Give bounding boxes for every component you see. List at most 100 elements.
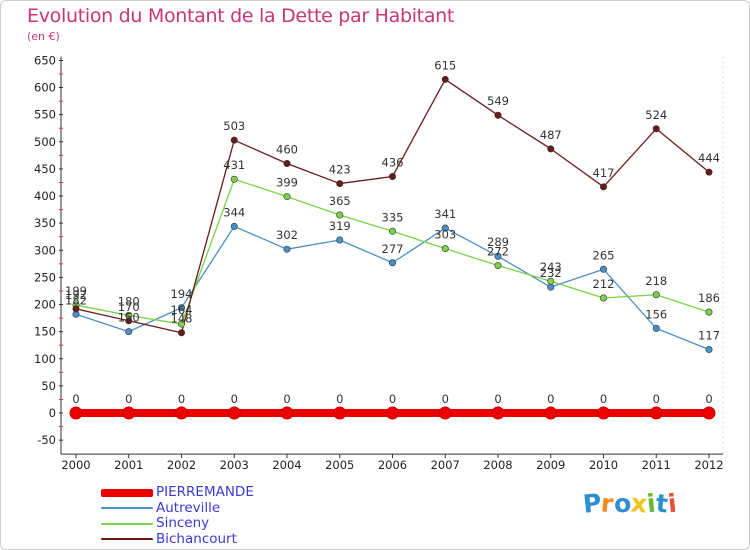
data-point [441,245,449,253]
x-tick-label: 2009 [536,458,565,472]
data-label: 549 [487,94,509,108]
tick-labels: -500501001502002503003504004505005506006… [34,53,724,472]
data-label: 0 [442,392,449,406]
x-tick-label: 2011 [642,458,671,472]
data-point [652,125,660,133]
legend-swatch [101,522,153,525]
y-tick-label: 400 [34,189,56,203]
data-label: 0 [231,392,238,406]
data-point [705,346,713,354]
data-label: 417 [593,166,615,180]
data-point [125,328,133,336]
x-tick-label: 2012 [694,458,723,472]
data-point [441,224,449,232]
data-point [491,406,505,420]
data-labels: 182 150 194 344 302 319 277 341 289 232 265 156 117 1… [65,58,720,406]
data-point [178,304,186,312]
data-point [388,227,396,235]
data-point [547,283,555,291]
x-tick-label: 2001 [114,458,143,472]
y-tick-label: 250 [34,270,56,284]
legend-swatch [101,507,153,510]
data-point [705,168,713,176]
data-point [599,265,607,273]
data-label: 0 [705,392,712,406]
x-tick-label: 2006 [378,458,407,472]
data-label: 156 [645,307,667,321]
data-label: 117 [698,329,720,343]
data-label: 0 [336,392,343,406]
data-label: 192 [65,288,87,302]
data-point [494,252,502,260]
proxiti-logo: Proxiti [582,488,678,519]
y-tick-label: 600 [34,81,56,95]
data-label: 444 [698,151,720,165]
legend-swatch [101,538,153,541]
data-label: 335 [382,210,404,224]
data-point [336,236,344,244]
data-point [227,406,241,420]
data-label: 344 [223,205,245,219]
data-label: 180 [118,294,140,308]
data-label: 0 [547,392,554,406]
legend-swatch [101,488,153,497]
data-label: 0 [600,392,607,406]
data-point [230,136,238,144]
data-point [599,183,607,191]
y-tick-label: 450 [34,162,56,176]
data-label: 289 [487,235,509,249]
data-label: 182 [65,293,87,307]
data-label: 0 [72,392,79,406]
data-point [69,406,83,420]
y-tick-label: -50 [37,433,56,447]
data-label: 365 [329,194,351,208]
data-point [283,159,291,167]
data-point [649,406,663,420]
data-label: 194 [171,287,193,301]
data-point [441,75,449,83]
y-tick-label: 150 [34,325,56,339]
data-label: 431 [223,158,245,172]
data-label: 0 [653,392,660,406]
data-label: 170 [118,300,140,314]
x-tick-label: 2008 [483,458,512,472]
data-label: 232 [540,266,562,280]
data-label: 212 [593,277,615,291]
data-point [438,406,452,420]
data-label: 277 [382,242,404,256]
data-label: 199 [65,284,87,298]
y-tick-label: 50 [41,379,56,393]
data-point [547,145,555,153]
data-label: 150 [118,311,140,325]
data-point [283,193,291,201]
x-tick-label: 2005 [325,458,354,472]
data-point [388,259,396,267]
y-tick-label: 300 [34,243,56,257]
y-tick-label: 650 [34,53,56,67]
data-point [652,324,660,332]
data-label: 524 [645,108,667,122]
data-label: 186 [698,291,720,305]
x-tick-label: 2002 [167,458,196,472]
legend-label: Bichancourt [156,530,237,547]
data-point [705,308,713,316]
data-point [122,406,136,420]
chart-title: Evolution du Montant de la Dette par Hab… [27,5,455,27]
x-tick-label: 2007 [431,458,460,472]
data-point [336,211,344,219]
data-point [178,320,186,328]
data-point [230,222,238,230]
y-tick-label: 0 [49,406,56,420]
y-tick-label: 200 [34,298,56,312]
data-label: 148 [171,312,193,326]
data-point [388,173,396,181]
data-label: 164 [171,303,193,317]
data-point [652,291,660,299]
x-tick-label: 2004 [272,458,301,472]
data-point [599,294,607,302]
data-label: 0 [125,392,132,406]
data-label: 0 [283,392,290,406]
data-point [544,406,558,420]
data-point [178,329,186,337]
